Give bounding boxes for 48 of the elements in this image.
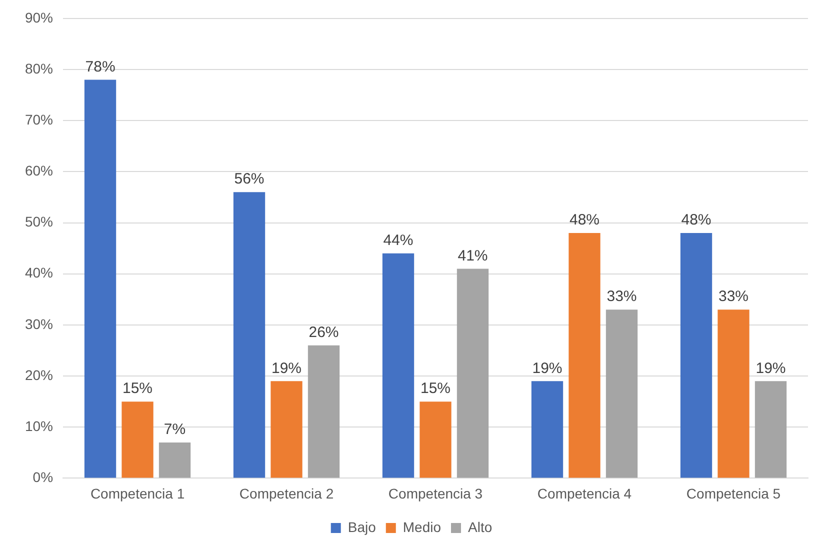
data-label: 15% [122, 380, 153, 398]
bar [754, 381, 787, 478]
x-tick-label: Competencia 3 [388, 485, 483, 502]
y-tick-label: 40% [24, 264, 54, 281]
bar [531, 381, 564, 478]
x-tick-label: Competencia 4 [537, 485, 632, 502]
data-label: 78% [85, 58, 116, 76]
data-label: 19% [272, 360, 302, 377]
bar [568, 232, 600, 478]
y-tick-label: 70% [24, 111, 54, 128]
data-label: 48% [569, 212, 600, 229]
data-label: 48% [681, 212, 712, 229]
legend-label: Bajo [348, 518, 376, 535]
bar [233, 192, 266, 478]
data-label: 7% [164, 421, 186, 438]
y-tick-label: 90% [24, 9, 54, 26]
y-tick-label: 0% [32, 469, 54, 486]
y-tick-label: 20% [24, 366, 54, 383]
bar [308, 345, 340, 478]
y-tick-label: 50% [24, 214, 54, 230]
x-tick-label: Competencia 2 [239, 485, 334, 502]
legend-label: Medio [402, 518, 442, 535]
bar [718, 310, 750, 478]
bar [420, 402, 452, 478]
bar [158, 442, 191, 478]
y-tick-label: 30% [24, 316, 54, 332]
bar [680, 232, 712, 478]
data-label: 33% [718, 288, 749, 306]
bar [122, 402, 154, 478]
data-label: 33% [606, 288, 637, 306]
data-label: 41% [458, 247, 488, 264]
data-label: 19% [532, 360, 562, 377]
y-tick-label: 10% [24, 418, 54, 434]
data-label: 15% [420, 380, 451, 398]
bar [270, 381, 302, 478]
data-label: 26% [308, 324, 339, 342]
data-label: 19% [756, 360, 786, 377]
bar [84, 80, 116, 478]
x-tick-label: Competencia 1 [90, 485, 185, 502]
bar [456, 268, 489, 478]
legend-label: Alto [468, 518, 492, 535]
x-tick-label: Competencia 5 [686, 485, 781, 502]
data-label: 56% [234, 170, 264, 188]
y-tick-label: 80% [24, 60, 54, 76]
y-tick-label: 60% [24, 162, 54, 179]
bar [606, 310, 638, 478]
bar [382, 253, 414, 478]
data-label: 44% [383, 232, 414, 250]
